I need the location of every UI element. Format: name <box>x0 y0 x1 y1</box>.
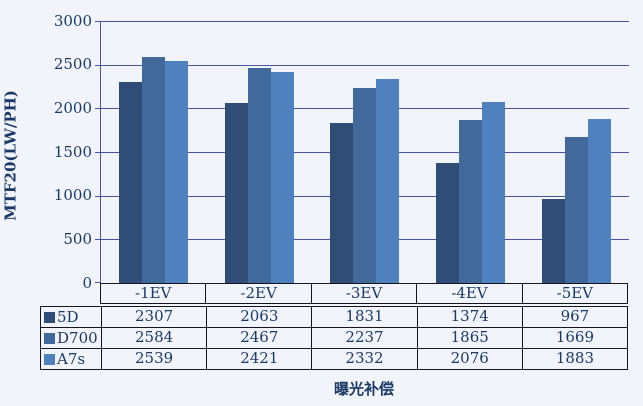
legend-item-5D: 5D <box>41 307 101 327</box>
value-cell-A7s--3EV: 2332 <box>311 349 416 369</box>
bar-A7s--5EV <box>587 119 611 283</box>
value-cell-5D--4EV: 1374 <box>416 307 522 327</box>
y-tick-mark-3000 <box>95 21 101 22</box>
category-header--4EV: -4EV <box>416 284 521 303</box>
bar-group--3EV <box>312 21 418 283</box>
table-row-D700: D700 2584 2467 2237 1865 1669 <box>41 327 627 348</box>
value-cell-D700--3EV: 2237 <box>311 328 416 348</box>
value-cell-5D--1EV: 2307 <box>101 307 206 327</box>
bar-5D--5EV <box>541 199 565 283</box>
legend-item-A7s: A7s <box>41 349 101 369</box>
value-cell-A7s--1EV: 2539 <box>101 349 206 369</box>
gridline-2500 <box>101 65 629 66</box>
value-cell-A7s--2EV: 2421 <box>206 349 311 369</box>
y-tick-label-2500: 2500 <box>53 55 92 73</box>
legend-swatch-A7s <box>44 353 55 365</box>
y-tick-mark-500 <box>95 239 101 240</box>
plot-area <box>95 21 629 283</box>
value-cell-5D--3EV: 1831 <box>311 307 416 327</box>
y-axis-title: MTF20(LW/PH) <box>1 90 20 221</box>
value-cell-D700--5EV: 1669 <box>521 328 627 348</box>
table-row-A7s: A7s 2539 2421 2332 2076 1883 <box>41 348 627 369</box>
category-header--5EV: -5EV <box>521 284 627 303</box>
category-header--3EV: -3EV <box>310 284 416 303</box>
legend-label-D700: D700 <box>57 329 98 347</box>
value-cell-5D--2EV: 2063 <box>206 307 311 327</box>
value-cell-D700--4EV: 1865 <box>416 328 522 348</box>
gridline-3000 <box>101 21 629 22</box>
y-tick-label-1500: 1500 <box>53 143 92 161</box>
y-tick-label-0: 0 <box>82 274 92 292</box>
x-axis-title: 曝光补偿 <box>333 380 394 398</box>
y-tick-label-3000: 3000 <box>53 12 92 30</box>
bar-group--5EV <box>523 21 629 283</box>
y-tick-mark-1500 <box>95 152 101 153</box>
category-header--2EV: -2EV <box>205 284 310 303</box>
y-tick-mark-1000 <box>95 196 101 197</box>
bar-group--1EV <box>101 21 207 283</box>
category-header--1EV: -1EV <box>135 284 172 302</box>
bar-D700--3EV <box>353 88 377 283</box>
bar-D700--4EV <box>459 120 483 283</box>
bar-A7s--2EV <box>270 72 294 283</box>
table-row-5D: 5D 2307 2063 1831 1374 967 <box>41 307 627 327</box>
legend-swatch-5D <box>44 311 55 323</box>
value-cell-D700--1EV: 2584 <box>101 328 206 348</box>
bar-A7s--1EV <box>165 61 189 283</box>
bar-D700--2EV <box>247 68 271 283</box>
y-tick-mark-0 <box>95 282 101 283</box>
data-table: 5D 2307 2063 1831 1374 967 D700 2584 2467 2237 186… <box>40 306 628 370</box>
bar-group--2EV <box>207 21 313 283</box>
category-header-row: -1EV -2EV -3EV -4EV -5EV <box>100 283 628 304</box>
bar-group--4EV <box>418 21 524 283</box>
y-tick-label-2000: 2000 <box>53 99 92 117</box>
y-tick-mark-2500 <box>95 65 101 66</box>
bar-5D--3EV <box>330 123 354 283</box>
value-cell-A7s--5EV: 1883 <box>521 349 627 369</box>
bar-A7s--3EV <box>376 79 400 283</box>
bar-D700--5EV <box>564 137 588 283</box>
legend-label-A7s: A7s <box>57 350 86 368</box>
value-cell-5D--5EV: 967 <box>521 307 627 327</box>
bar-5D--2EV <box>224 103 248 283</box>
y-tick-label-500: 500 <box>63 230 92 248</box>
bar-D700--1EV <box>142 57 166 283</box>
legend-swatch-D700 <box>44 332 55 344</box>
value-cell-D700--2EV: 2467 <box>206 328 311 348</box>
bar-5D--1EV <box>119 82 143 283</box>
bar-A7s--4EV <box>482 102 506 283</box>
legend-label-5D: 5D <box>57 308 79 326</box>
value-cell-A7s--4EV: 2076 <box>416 349 522 369</box>
bar-5D--4EV <box>436 163 460 283</box>
y-tick-label-1000: 1000 <box>53 186 92 204</box>
y-tick-mark-2000 <box>95 108 101 109</box>
legend-item-D700: D700 <box>41 328 101 348</box>
